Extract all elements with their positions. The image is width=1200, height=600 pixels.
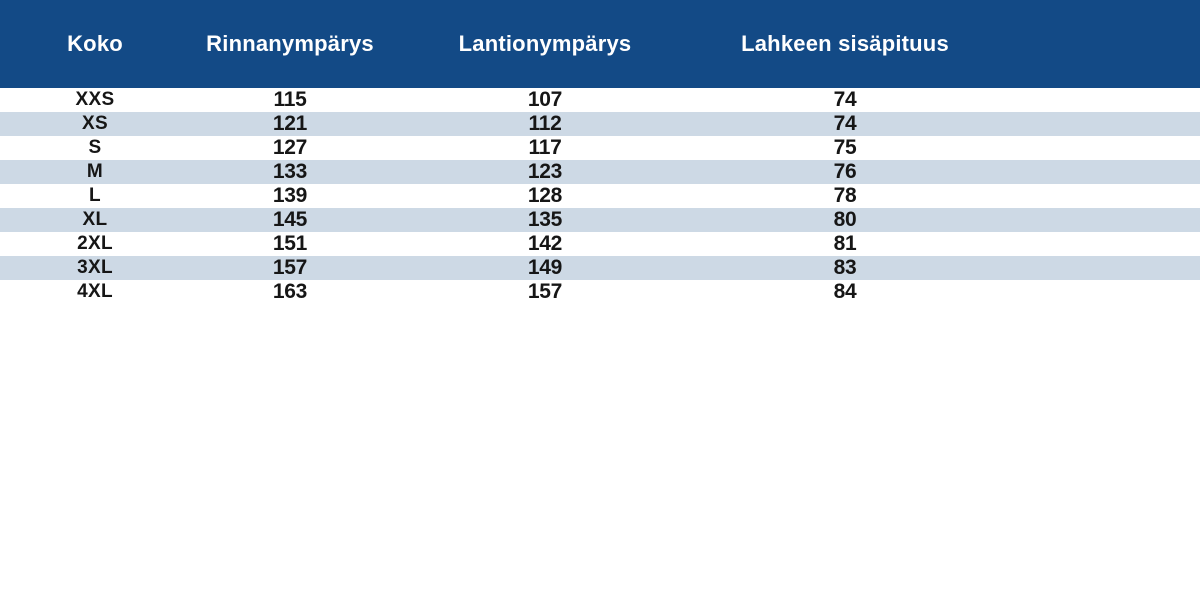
cell-hip: 149	[527, 256, 563, 279]
cell-hip: 142	[527, 232, 563, 255]
cell-size: XL	[82, 209, 108, 230]
table-row: S 127 117 75	[0, 136, 1200, 160]
cell-inseam: 84	[833, 280, 857, 303]
cell-inseam: 75	[833, 136, 857, 159]
cell-hip: 135	[527, 208, 563, 231]
cell-chest: 121	[272, 112, 308, 135]
table-row: 3XL 157 149 83	[0, 256, 1200, 280]
table-body: XXS 115 107 74 XS 121 112 74 S 127 117 7…	[0, 88, 1200, 304]
cell-chest: 145	[272, 208, 308, 231]
cell-inseam: 83	[833, 256, 857, 279]
table-row: L 139 128 78	[0, 184, 1200, 208]
cell-size: XXS	[75, 89, 115, 110]
table-row: XXS 115 107 74	[0, 88, 1200, 112]
cell-hip: 112	[528, 112, 562, 135]
cell-size: L	[89, 185, 101, 206]
cell-chest: 139	[272, 184, 308, 207]
cell-size: 3XL	[77, 257, 113, 278]
cell-chest: 151	[272, 232, 308, 255]
cell-chest: 133	[272, 160, 308, 183]
cell-hip: 128	[527, 184, 563, 207]
cell-hip: 117	[528, 136, 562, 159]
table-row: XL 145 135 80	[0, 208, 1200, 232]
column-header-size: Koko	[67, 31, 123, 56]
cell-inseam: 74	[833, 112, 857, 135]
cell-chest: 163	[272, 280, 308, 303]
cell-hip: 107	[527, 88, 563, 111]
cell-hip: 123	[527, 160, 563, 183]
cell-size: XS	[82, 113, 108, 134]
cell-inseam: 81	[833, 232, 857, 255]
cell-inseam: 74	[833, 88, 857, 111]
cell-inseam: 76	[833, 160, 857, 183]
cell-chest: 115	[273, 88, 307, 111]
column-header-inseam-length: Lahkeen sisäpituus	[741, 31, 949, 56]
table-header-row: Koko Rinnanympärys Lantionympärys Lahkee…	[0, 0, 1200, 88]
cell-chest: 157	[272, 256, 308, 279]
table-row: M 133 123 76	[0, 160, 1200, 184]
cell-chest: 127	[272, 136, 308, 159]
table-row: XS 121 112 74	[0, 112, 1200, 136]
cell-size: 2XL	[77, 233, 113, 254]
table-row: 2XL 151 142 81	[0, 232, 1200, 256]
table-row: 4XL 163 157 84	[0, 280, 1200, 304]
cell-size: M	[86, 161, 104, 182]
cell-size: S	[88, 137, 102, 158]
column-header-chest-circumference: Rinnanympärys	[206, 31, 374, 56]
cell-hip: 157	[527, 280, 563, 303]
cell-inseam: 78	[833, 184, 857, 207]
cell-size: 4XL	[77, 281, 113, 302]
column-header-hip-circumference: Lantionympärys	[458, 31, 632, 56]
cell-inseam: 80	[833, 208, 857, 231]
